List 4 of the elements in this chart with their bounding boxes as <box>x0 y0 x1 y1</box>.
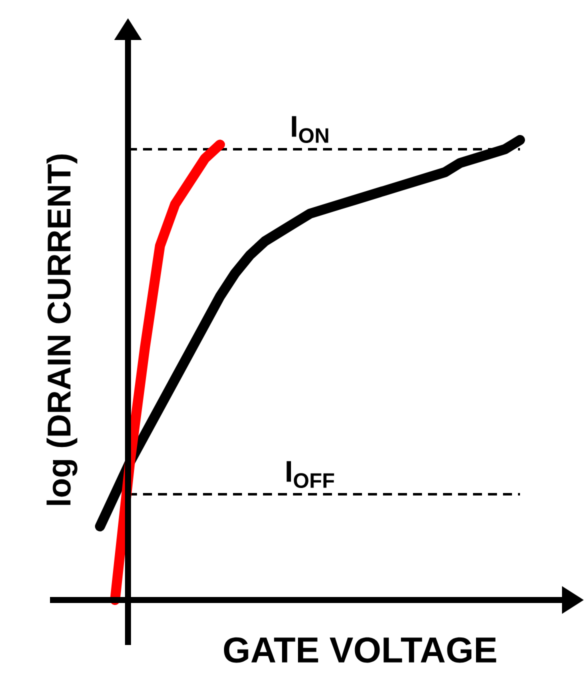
ref-line-label: I$_{OFF}$ <box>286 461 334 488</box>
ref-line-label: I$_{ON}$ <box>292 116 328 143</box>
y-axis-title: log (DRAIN CURRENT) <box>46 154 78 505</box>
x-axis-title: GATE VOLTAGE <box>224 637 496 663</box>
